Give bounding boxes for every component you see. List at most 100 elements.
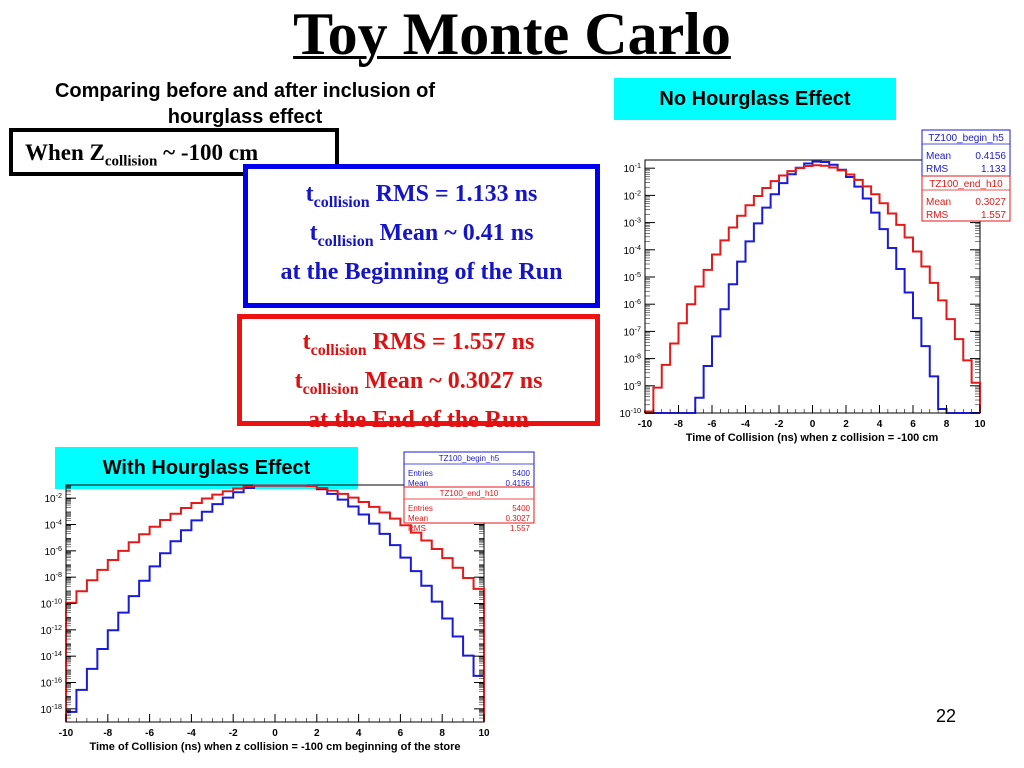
x-tick-label: 10 <box>478 728 490 739</box>
y-tick-label: 10-1 <box>623 161 641 175</box>
y-tick-label: 10-4 <box>44 518 62 532</box>
begin-stats-box: tcollision RMS = 1.133 ns tcollision Mea… <box>243 164 600 308</box>
x-tick-label: 0 <box>272 728 278 739</box>
t-symbol: t <box>305 181 314 207</box>
stats-box-TZ100_end_h10 <box>921 175 1011 222</box>
stats-box-TZ100_end_h10 <box>403 486 535 524</box>
x-axis-label: Time of Collision (ns) when z collision … <box>686 432 939 444</box>
y-tick-label: 10-14 <box>40 649 62 663</box>
t-subscript: collision <box>310 341 367 359</box>
stats-value: 5400 <box>512 469 530 478</box>
x-tick-label: 4 <box>877 419 883 430</box>
y-tick-label: 10-10 <box>619 406 641 420</box>
stats-key: RMS <box>926 164 949 175</box>
y-tick-label: 10-5 <box>623 270 641 284</box>
end-mean-text: Mean ~ 0.3027 ns <box>358 367 543 394</box>
t-subscript: collision <box>302 380 359 398</box>
stats-key: Mean <box>408 479 428 488</box>
y-tick-label: 10-10 <box>40 597 62 611</box>
t-symbol: t <box>302 329 311 355</box>
x-tick-label: -4 <box>187 728 196 739</box>
y-tick-label: 10-2 <box>623 188 641 202</box>
condition-prefix: When Z <box>25 140 105 165</box>
slide-title: Toy Monte Carlo <box>293 1 731 67</box>
stats-value: 0.3027 <box>975 197 1006 208</box>
x-tick-label: 2 <box>314 728 320 739</box>
stats-value: 0.3027 <box>506 514 531 523</box>
x-tick-label: 6 <box>910 419 916 430</box>
y-tick-label: 10-9 <box>623 379 641 393</box>
end-rms-line: tcollision RMS = 1.557 ns <box>242 327 595 366</box>
plot-area: -10 -8 -6 -4 -2 0 2 4 6 8 10 10-2 10-4 10-6 10-8 10-10 1… <box>40 451 535 753</box>
x-tick-label: -10 <box>638 419 653 430</box>
stats-value: 5400 <box>512 504 530 513</box>
x-tick-label: -8 <box>674 419 683 430</box>
with-hourglass-tag: With Hourglass Effect <box>55 447 358 489</box>
x-tick-label: -6 <box>708 419 717 430</box>
stats-key: RMS <box>926 210 949 221</box>
x-tick-label: 8 <box>439 728 445 739</box>
stats-value: 1.557 <box>510 524 531 533</box>
no-hourglass-tag: No Hourglass Effect <box>614 78 896 120</box>
x-tick-label: -6 <box>145 728 154 739</box>
t-symbol: t <box>294 367 303 394</box>
x-tick-label: -2 <box>229 728 238 739</box>
begin-mean-line: tcollision Mean ~ 0.41 ns <box>248 218 595 257</box>
condition-suffix: ~ -100 cm <box>157 140 259 165</box>
plot-area: -10 -8 -6 -4 -2 0 2 4 6 8 10 10-1 10-2 10-3 10-4 10-5 10… <box>619 129 1011 444</box>
y-tick-label: 10-18 <box>40 702 62 716</box>
t-subscript: collision <box>317 232 374 250</box>
begin-run-text: at the Beginning of the Run <box>280 258 563 285</box>
stats-value: 0.4156 <box>506 479 531 488</box>
stats-value: 0.4156 <box>975 151 1006 162</box>
stats-key: Mean <box>926 151 951 162</box>
begin-mean-text: Mean ~ 0.41 ns <box>373 219 534 246</box>
stats-value: 1.557 <box>981 210 1006 221</box>
x-tick-label: 6 <box>398 728 404 739</box>
y-tick-label: 10-2 <box>44 491 62 505</box>
y-tick-label: 10-8 <box>44 570 62 584</box>
stats-key: Mean <box>408 514 428 523</box>
y-tick-label: 10-16 <box>40 676 62 690</box>
series-line-TZ100_begin_h5 <box>645 160 980 414</box>
end-mean-line: tcollision Mean ~ 0.3027 ns <box>242 366 595 405</box>
x-tick-label: -2 <box>775 419 784 430</box>
stats-box-TZ100_begin_h5 <box>921 129 1011 179</box>
series-line-TZ100_end_h10 <box>644 164 981 413</box>
begin-rms-line: tcollision RMS = 1.133 ns <box>248 179 595 218</box>
y-tick-label: 10-7 <box>623 324 641 338</box>
page-number: 22 <box>936 706 957 726</box>
stats-key: RMS <box>408 524 426 533</box>
slide-subtitle: Comparing before and after inclusion of … <box>54 80 436 128</box>
stats-box-TZ100_begin_h5 <box>403 451 535 493</box>
end-run-text: at the End of the Run <box>308 406 529 433</box>
stats-value: 1.133 <box>981 164 1006 175</box>
stats-title: TZ100_begin_h5 <box>928 133 1004 144</box>
stats-title: TZ100_end_h10 <box>929 179 1003 190</box>
x-tick-label: -10 <box>59 728 74 739</box>
y-tick-label: 10-6 <box>623 297 641 311</box>
y-tick-label: 10-4 <box>623 243 641 257</box>
x-tick-label: 4 <box>356 728 362 739</box>
end-rms-text: RMS = 1.557 ns <box>366 329 535 355</box>
y-tick-label: 10-8 <box>623 352 641 366</box>
stats-title: TZ100_end_h10 <box>440 489 499 498</box>
x-tick-label: 10 <box>974 419 986 430</box>
stats-key: Entries <box>408 469 433 478</box>
t-symbol: t <box>309 219 318 246</box>
x-tick-label: 2 <box>843 419 849 430</box>
condition-box: When Zcollision ~ -100 cm <box>9 128 339 176</box>
t-subscript: collision <box>313 193 370 211</box>
x-tick-label: -4 <box>741 419 750 430</box>
y-tick-label: 10-6 <box>44 544 62 558</box>
stats-key: Entries <box>408 504 433 513</box>
x-axis-label: Time of Collision (ns) when z collision … <box>89 741 460 753</box>
series-line-TZ100_end_h10 <box>65 484 485 722</box>
y-tick-label: 10-12 <box>40 623 62 637</box>
x-tick-label: 8 <box>944 419 950 430</box>
begin-rms-text: RMS = 1.133 ns <box>369 181 538 207</box>
x-tick-label: -8 <box>103 728 112 739</box>
x-tick-label: 0 <box>810 419 816 430</box>
